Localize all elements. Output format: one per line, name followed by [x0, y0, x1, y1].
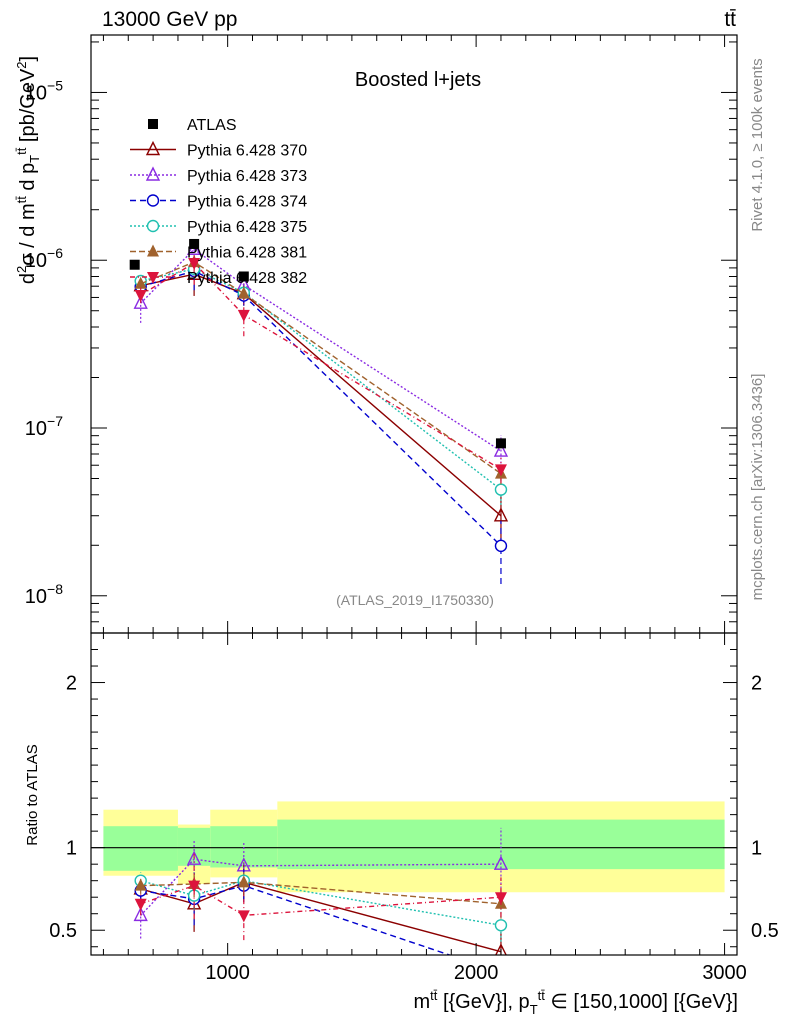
ratio-point — [493, 855, 509, 870]
legend-label-data: ATLAS — [187, 117, 237, 134]
legend-marker-2 — [146, 194, 160, 207]
x-tick-label: 2000 — [454, 962, 499, 984]
data-point — [129, 259, 140, 270]
ratio-point — [495, 943, 507, 955]
series-point — [494, 539, 508, 553]
ratio-point — [494, 892, 507, 905]
x-tick-label: 3000 — [702, 962, 747, 984]
chart-title: Boosted l+jets — [355, 69, 481, 91]
legend-label-3: Pythia 6.428 375 — [187, 219, 307, 236]
data-point — [238, 271, 249, 282]
ratio-y-tick-label: 2 — [66, 673, 77, 695]
main-data-marks — [129, 238, 509, 585]
ratio-point — [134, 898, 147, 911]
series-point — [133, 294, 148, 309]
series-point — [237, 286, 250, 299]
legend-marker-4 — [147, 244, 159, 257]
rivet-version-label: Rivet 4.1.0, ≥ 100k events — [749, 58, 766, 231]
y-tick-label: 10−7 — [25, 413, 63, 440]
analysis-watermark: (ATLAS_2019_I1750330) — [336, 592, 494, 608]
y-tick-label: 10−5 — [25, 77, 63, 104]
series-line-5 — [140, 262, 502, 470]
series-point — [494, 483, 508, 496]
legend-marker-3 — [146, 219, 160, 233]
legend-label-5: Pythia 6.428 382 — [187, 270, 307, 287]
ratio-y-tick-label-right: 1 — [751, 838, 762, 860]
ratio-line-3 — [140, 879, 502, 926]
legend-marker-data — [148, 119, 158, 129]
ratio-point — [237, 875, 250, 888]
ratio-point — [494, 919, 508, 932]
process-label: tt̄ — [724, 8, 736, 31]
ratio-frame — [90, 632, 738, 956]
series-point — [134, 276, 147, 289]
ratio-line-2 — [140, 884, 452, 955]
legend: ATLAS Pythia 6.428 370 Pythia 6.428 373 Pyt… — [130, 117, 307, 287]
y-tick-label: 10−6 — [25, 245, 63, 272]
y-axis-label: d2σ / d mtt̄ d pTtt̄ [pb/GeV2] — [14, 56, 42, 284]
series-line-3 — [140, 268, 502, 491]
ratio-data-marks — [133, 827, 509, 955]
header-label: 13000 GeV pp — [102, 8, 237, 31]
data-point — [495, 438, 506, 449]
svg-text:d2σ / d mtt̄ d pTtt̄ [pb/GeV2]: d2σ / d mtt̄ d pTtt̄ [pb/GeV2] — [14, 56, 42, 284]
ratio-point — [186, 850, 202, 865]
legend-label-0: Pythia 6.428 370 — [187, 143, 307, 160]
mcplots-label: mcplots.cern.ch [arXiv:1306.3436] — [749, 374, 766, 601]
ratio-y-tick-label: 0.5 — [49, 920, 77, 942]
axes: 1000 2000 3000 10−8 10−7 10−6 10−5 0.5 0.5 1 1 2 2 — [25, 34, 779, 984]
ratio-point — [133, 906, 148, 922]
series-point — [134, 290, 147, 303]
legend-label-4: Pythia 6.428 381 — [187, 245, 307, 262]
series-line-1 — [140, 248, 502, 452]
series-line-4 — [140, 261, 502, 475]
ratio-y-tick-label: 1 — [66, 838, 77, 860]
ratio-line-0 — [140, 881, 502, 953]
ratio-point — [188, 880, 201, 893]
ratio-y-tick-label-right: 0.5 — [751, 920, 779, 942]
legend-marker-5 — [147, 272, 159, 284]
legend-label-1: Pythia 6.428 373 — [187, 168, 307, 185]
legend-marker-0 — [145, 140, 161, 156]
x-axis-label: mtt̄ [{GeV}], pTtt̄ ∈ [150,1000] [{GeV}] — [413, 988, 738, 1017]
ratio-point — [134, 878, 147, 891]
series-point — [188, 258, 201, 271]
series-line-2 — [140, 270, 502, 547]
series-point — [493, 442, 509, 457]
series-point — [237, 309, 250, 322]
legend-label-2: Pythia 6.428 374 — [187, 194, 307, 211]
data-point — [189, 238, 200, 249]
series-line-0 — [140, 273, 502, 517]
ratio-line-1 — [140, 858, 501, 916]
series-point — [493, 507, 509, 522]
ratio-line-5 — [140, 884, 502, 917]
ratio-uncertainty-bands — [91, 801, 737, 893]
ratio-y-axis-label: Ratio to ATLAS — [24, 744, 41, 845]
ratio-point — [237, 910, 250, 923]
ratio-y-tick-label-right: 2 — [751, 673, 762, 695]
x-tick-label: 1000 — [205, 962, 250, 984]
y-tick-label: 10−8 — [25, 581, 63, 608]
series-point — [494, 464, 507, 477]
legend-marker-1 — [145, 166, 161, 181]
ratio-band-inner-0 — [103, 826, 178, 871]
